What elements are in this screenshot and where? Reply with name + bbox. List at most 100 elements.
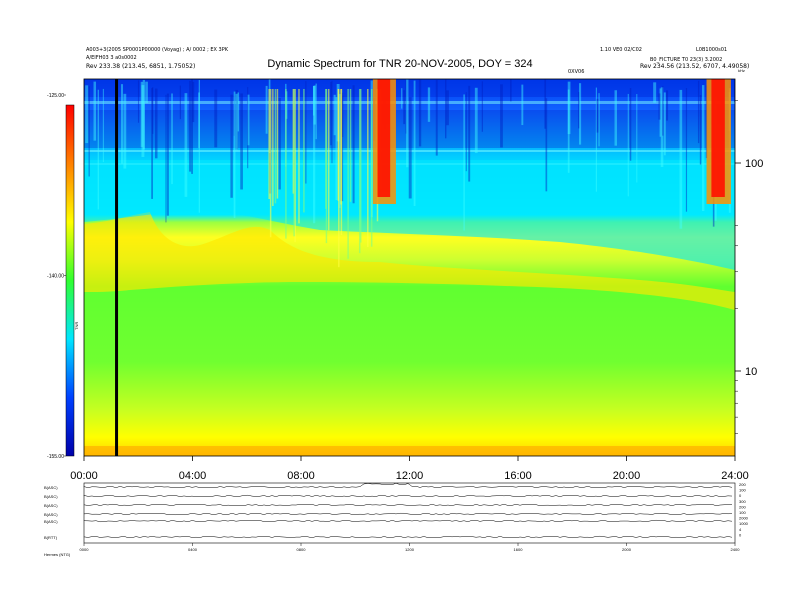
panel-right-tick: 100 — [739, 510, 746, 515]
header-left-line3: Rev 233.38 (213.45, 6851, 1.75052) — [86, 63, 196, 70]
spectral-streak — [699, 95, 702, 165]
panel-x-tick-label: 2400 — [731, 547, 741, 552]
colorbar — [65, 104, 75, 457]
spectral-streak — [596, 98, 599, 133]
spectral-streak — [335, 97, 338, 201]
spectral-streak — [313, 85, 316, 224]
header-right-line3: Rev 234.56 (213.52, 6707, 4.49058) — [640, 63, 750, 70]
spectral-streak — [510, 79, 512, 102]
spectral-streak — [578, 92, 580, 129]
spectral-streak — [102, 88, 104, 163]
x-tick-label: 12:00 — [396, 470, 424, 482]
spectral-streak — [701, 85, 705, 212]
spectral-streak — [567, 81, 571, 135]
bright-streak — [298, 89, 300, 224]
y-tick-label: 100 — [745, 158, 763, 170]
spectral-streak — [659, 88, 662, 137]
spectral-streak — [567, 89, 570, 173]
x-tick-label: 20:00 — [613, 470, 641, 482]
spectral-streak — [341, 95, 344, 138]
colorbar-ticks: -125.00 -140.00 -155.00 — [47, 93, 66, 460]
bright-streak — [367, 89, 369, 248]
spectral-streak — [247, 94, 250, 146]
x-tick-label: 24:00 — [721, 470, 749, 482]
spectral-streak — [660, 87, 664, 168]
panel-label: B(RTT) — [44, 535, 58, 540]
bright-streak — [370, 89, 373, 247]
spectral-streak — [141, 85, 145, 158]
spectral-streak — [679, 89, 683, 229]
bright-streak — [358, 89, 361, 254]
colorbar-tick-label: -140.00 — [47, 274, 64, 280]
spectral-streak — [418, 79, 422, 147]
spectral-streak — [463, 94, 465, 231]
spectrogram-plot-area — [84, 79, 735, 456]
panel-x-tick-label: 0400 — [188, 547, 198, 552]
panel-label: B(ASC) — [44, 485, 58, 490]
header-left-line1: A003+3(2005 SP0001P00000 (Voyag) ; A/ 00… — [86, 47, 229, 53]
y-unit-label: kHz — [738, 68, 745, 73]
x-tick-label: 16:00 — [504, 470, 532, 482]
spectral-streak — [338, 94, 341, 208]
chart-title: Dynamic Spectrum for TNR 20-NOV-2005, DO… — [267, 58, 533, 70]
panel-trace — [83, 482, 733, 489]
panel-right-tick: 200 — [739, 482, 746, 487]
spectral-streak — [500, 84, 503, 148]
spectral-streak — [331, 80, 333, 164]
spectral-streak — [145, 81, 148, 104]
spectral-streak — [192, 81, 195, 123]
plasma-line-band — [84, 212, 735, 310]
bright-streak — [276, 89, 279, 199]
spectral-streak — [189, 80, 192, 172]
bright-streak — [303, 89, 305, 213]
spectral-streak — [666, 90, 669, 121]
cyan-upper-region — [84, 160, 735, 270]
bright-streak — [340, 89, 343, 236]
panel-x-tick-label: 0800 — [297, 547, 307, 552]
bright-streak — [294, 89, 296, 243]
spectral-streak — [179, 85, 181, 120]
cyan-row-1 — [84, 101, 735, 104]
spectral-streak — [214, 89, 218, 148]
panel-label: B(ASC) — [44, 519, 58, 524]
spectral-streak — [697, 80, 700, 144]
panel-label: B(ASC) — [44, 503, 58, 508]
spectral-streak — [230, 94, 233, 198]
spectral-streak — [191, 79, 193, 174]
spectral-streak — [352, 85, 355, 204]
x-tick-label: 00:00 — [70, 470, 98, 482]
panels-frame — [83, 482, 736, 544]
spectral-streak — [152, 87, 154, 134]
cyan-row-2 — [84, 150, 735, 152]
spectral-streak — [598, 93, 600, 147]
spectral-streak — [658, 93, 661, 120]
spectral-streak — [85, 85, 89, 144]
bright-streak — [274, 89, 277, 204]
spectral-streak — [578, 83, 582, 145]
spectral-streak — [315, 83, 317, 140]
ancillary-panels: B(ASC)B(ASC)B(ASC)B(ASC)B(ASC)B(RTT)2001… — [44, 482, 749, 552]
bright-streak — [338, 89, 340, 268]
spectral-streak — [521, 84, 524, 126]
panel-x-tick-label: 0000 — [80, 547, 90, 552]
spectral-streak — [171, 93, 173, 185]
mid-dark-band — [84, 110, 735, 148]
spectral-streak — [265, 85, 268, 134]
spectral-streak — [663, 92, 666, 156]
spectral-streak — [198, 80, 200, 213]
bright-streak — [293, 89, 295, 237]
x-tick-label: 08:00 — [287, 470, 315, 482]
header-right-line2: B0_FICTURE T0 23(3) 3.2002 — [650, 57, 723, 63]
panel-right-tick: 4 — [739, 527, 742, 532]
spectral-streak — [330, 81, 332, 146]
panel-trace — [83, 519, 733, 523]
panel-x-tick-label: 1200 — [405, 547, 415, 552]
spectral-streak — [653, 82, 657, 103]
spectral-streak — [237, 92, 240, 132]
spectral-streak — [140, 81, 144, 148]
panel-trace — [83, 494, 733, 498]
bright-streak — [347, 89, 349, 259]
panel-right-tick: 0 — [739, 532, 742, 537]
header-mid-tag: 0XV06 — [568, 69, 585, 75]
spectral-streak — [403, 90, 406, 125]
